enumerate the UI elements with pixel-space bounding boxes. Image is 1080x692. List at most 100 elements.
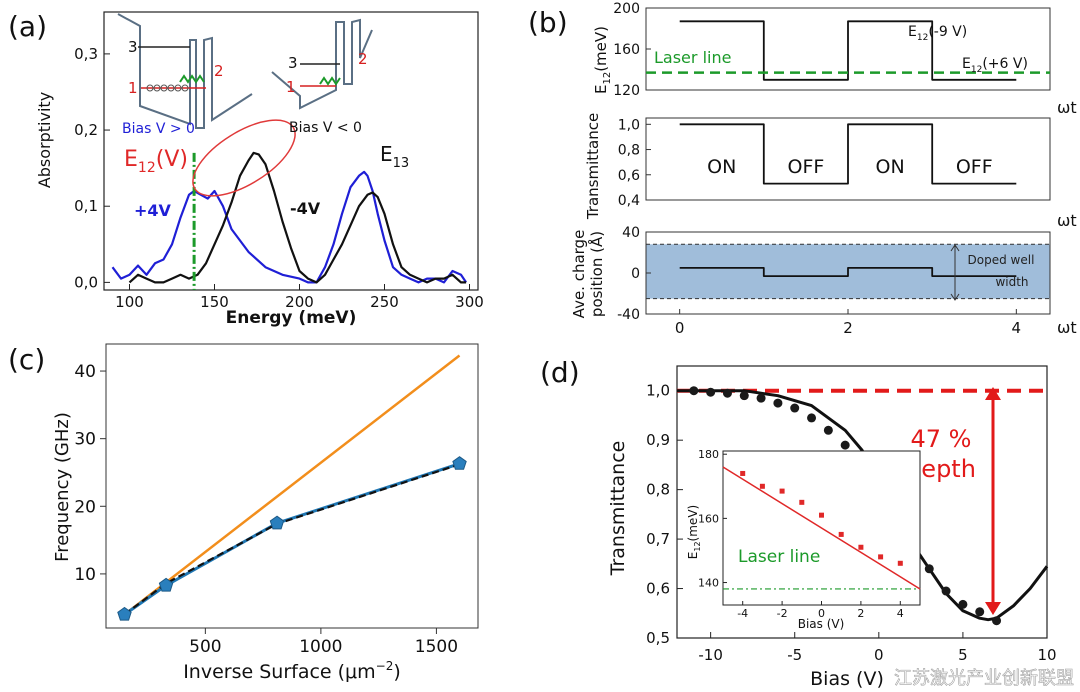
panel-d-data-point: [840, 440, 850, 450]
panel-d-data-point: [790, 403, 800, 413]
inset-data-point: [897, 560, 903, 566]
panel-d-data-point: [823, 425, 833, 435]
inset-data-point: [858, 544, 864, 550]
panel-b-middle-frame: [645, 117, 1051, 201]
depth-percent-label: 47 %: [911, 425, 972, 453]
panel-d-y-tick-label: 0,8: [646, 481, 670, 499]
panel-a-series-plus-4v: [111, 170, 468, 284]
inset-fit-line: [722, 466, 921, 590]
inset-y-axis-label: E12(meV): [686, 505, 702, 559]
bias-negative-label: Bias V < 0: [289, 120, 362, 136]
panel-b-x-tick-label: 4: [1012, 319, 1022, 337]
panel-b-charge-y-label-line2: position (Å): [587, 231, 606, 317]
panel-c-data-point: [117, 606, 132, 621]
panel-a-frame: [103, 11, 479, 291]
band-b-level-2: 2: [358, 50, 368, 68]
inset-data-point: [740, 470, 746, 476]
panel-a-y-tick-label: 0,0: [74, 273, 98, 291]
e12-positive-bias-label: E12(+6 V): [962, 56, 1028, 75]
panel-d-data-point: [689, 386, 699, 396]
state-label-on: ON: [875, 156, 904, 178]
panel-b-laser-line-label: Laser line: [654, 48, 731, 67]
panel-c-y-tick-label: 40: [74, 362, 96, 382]
panel-b-y-tick-label: 0: [631, 266, 640, 282]
inset-data-point: [878, 554, 884, 560]
inset-y-tick-label: 140: [698, 577, 719, 590]
panel-a-y-ticks: 0,0 0,1 0,2 0,3: [74, 45, 110, 291]
e12-annotation: E12(V): [124, 147, 188, 176]
panel-d-frame: [676, 365, 1048, 639]
panel-d-data-point: [807, 413, 817, 423]
watermark: 江苏激光产业创新联盟: [894, 668, 1074, 689]
band-a-level-3: 3: [128, 38, 138, 56]
panel-b-y-tick-label: 200: [613, 1, 640, 17]
inset-plot: -4 -2 0 2 4 140 160 180: [698, 448, 921, 620]
depth-arrow: [985, 387, 1001, 615]
panel-b-transmittance-y-label: Transmittance: [584, 113, 602, 220]
panel-c-ticks: 500 1000 1500 10 20 30 40: [74, 362, 458, 657]
state-label-off: OFF: [956, 156, 993, 178]
band-diagram-positive-bias-electrons: [146, 74, 205, 92]
panel-b-y-tick-label: 40: [622, 225, 640, 241]
band-b-level-1: 1: [286, 78, 296, 96]
panel-d-data-point: [941, 586, 951, 596]
state-label-off: OFF: [788, 156, 825, 178]
panel-c: (c) 500 1000 1500 10 20 30 40 Inverse Surface …: [8, 343, 479, 683]
panel-d-data-point: [992, 616, 1002, 626]
band-diagram-negative-bias: [271, 18, 373, 110]
panel-b-top-x-label: ωt: [1057, 98, 1077, 117]
panel-d: (d) -10 -5 0 5 100,50,60,70,80,91,0 47 % dep…: [540, 356, 1057, 690]
minus-4v-label: -4V: [290, 199, 321, 218]
band-a-level-2: 2: [214, 62, 224, 80]
panel-c-label: (c): [8, 343, 45, 376]
panel-b-y-tick-label: 0,4: [618, 193, 640, 209]
panel-c-y-tick-label: 30: [74, 430, 96, 450]
inset-y-tick-label: 180: [698, 448, 719, 461]
panel-c-x-tick-label: 1500: [415, 637, 458, 657]
panel-a-x-tick-label: 300: [455, 293, 484, 311]
doped-well-width-arrow: [950, 244, 960, 301]
panel-d-data-point: [722, 388, 732, 398]
panel-b-y-tick-label: 120: [613, 83, 640, 99]
panel-b-signal-charge-position: [679, 266, 1017, 278]
inset-x-tick-label: 2: [857, 607, 864, 620]
panel-d-data-point: [756, 393, 766, 403]
panel-c-data-point: [452, 456, 467, 470]
panel-a-x-ticks: 100 150 200 250 300: [115, 284, 484, 311]
panel-c-linear-line: [123, 354, 461, 616]
panel-c-y-tick-label: 10: [74, 565, 96, 585]
doped-well-label-line1: Doped well: [968, 253, 1035, 267]
panel-b-middle-x-label: ωt: [1057, 211, 1077, 230]
panel-d-y-tick-label: 0,7: [646, 530, 670, 548]
panel-a-y-tick-label: 0,1: [74, 197, 98, 215]
panel-a-x-axis-label: Energy (meV): [226, 308, 357, 328]
panel-a-x-tick-label: 150: [200, 293, 229, 311]
panel-c-y-axis-label: Frequency (GHz): [52, 412, 73, 562]
inset-data-point: [759, 483, 765, 489]
band-diagram-negative-bias-electrons: [319, 76, 341, 86]
panel-a: (a) 100 150 200 250 300 0,0 0,1 0,2 0,3 Energy …: [8, 10, 484, 328]
panel-c-data-point: [269, 515, 285, 530]
panel-d-y-axis-label: Transmittance: [607, 441, 629, 577]
panel-c-fit-line: [123, 463, 460, 616]
panel-d-data-point: [924, 564, 934, 574]
inset-data-point: [799, 499, 805, 505]
panel-a-e12-highlight-ellipse: [192, 119, 296, 197]
panel-c-data-point: [158, 577, 174, 592]
panel-c-series: [117, 354, 467, 621]
panel-b-y-tick-label: 1,0: [618, 117, 640, 133]
panel-b-y-tick-label: 0,8: [618, 143, 640, 159]
panel-b-y-tick-label: 0,6: [618, 168, 640, 184]
panel-b-x-tick-label: 0: [675, 319, 685, 337]
panel-d-x-tick-label: 10: [1037, 646, 1056, 664]
panel-a-y-tick-label: 0,3: [74, 45, 98, 63]
panel-b-signal-e12: [679, 20, 1017, 81]
band-b-level-3: 3: [288, 54, 298, 72]
panel-b-ticks: 120 160 200 0,4 0,6 0,8 1,0 -40 0 40 0 2 4: [613, 1, 1021, 337]
panel-d-data-point: [975, 607, 985, 617]
band-a-level-1: 1: [128, 79, 138, 97]
panel-b-lines: [646, 20, 1050, 300]
panel-d-x-tick-label: -10: [698, 646, 723, 664]
inset-laser-line-label: Laser line: [738, 547, 820, 567]
panel-b-label: (b): [528, 6, 568, 39]
